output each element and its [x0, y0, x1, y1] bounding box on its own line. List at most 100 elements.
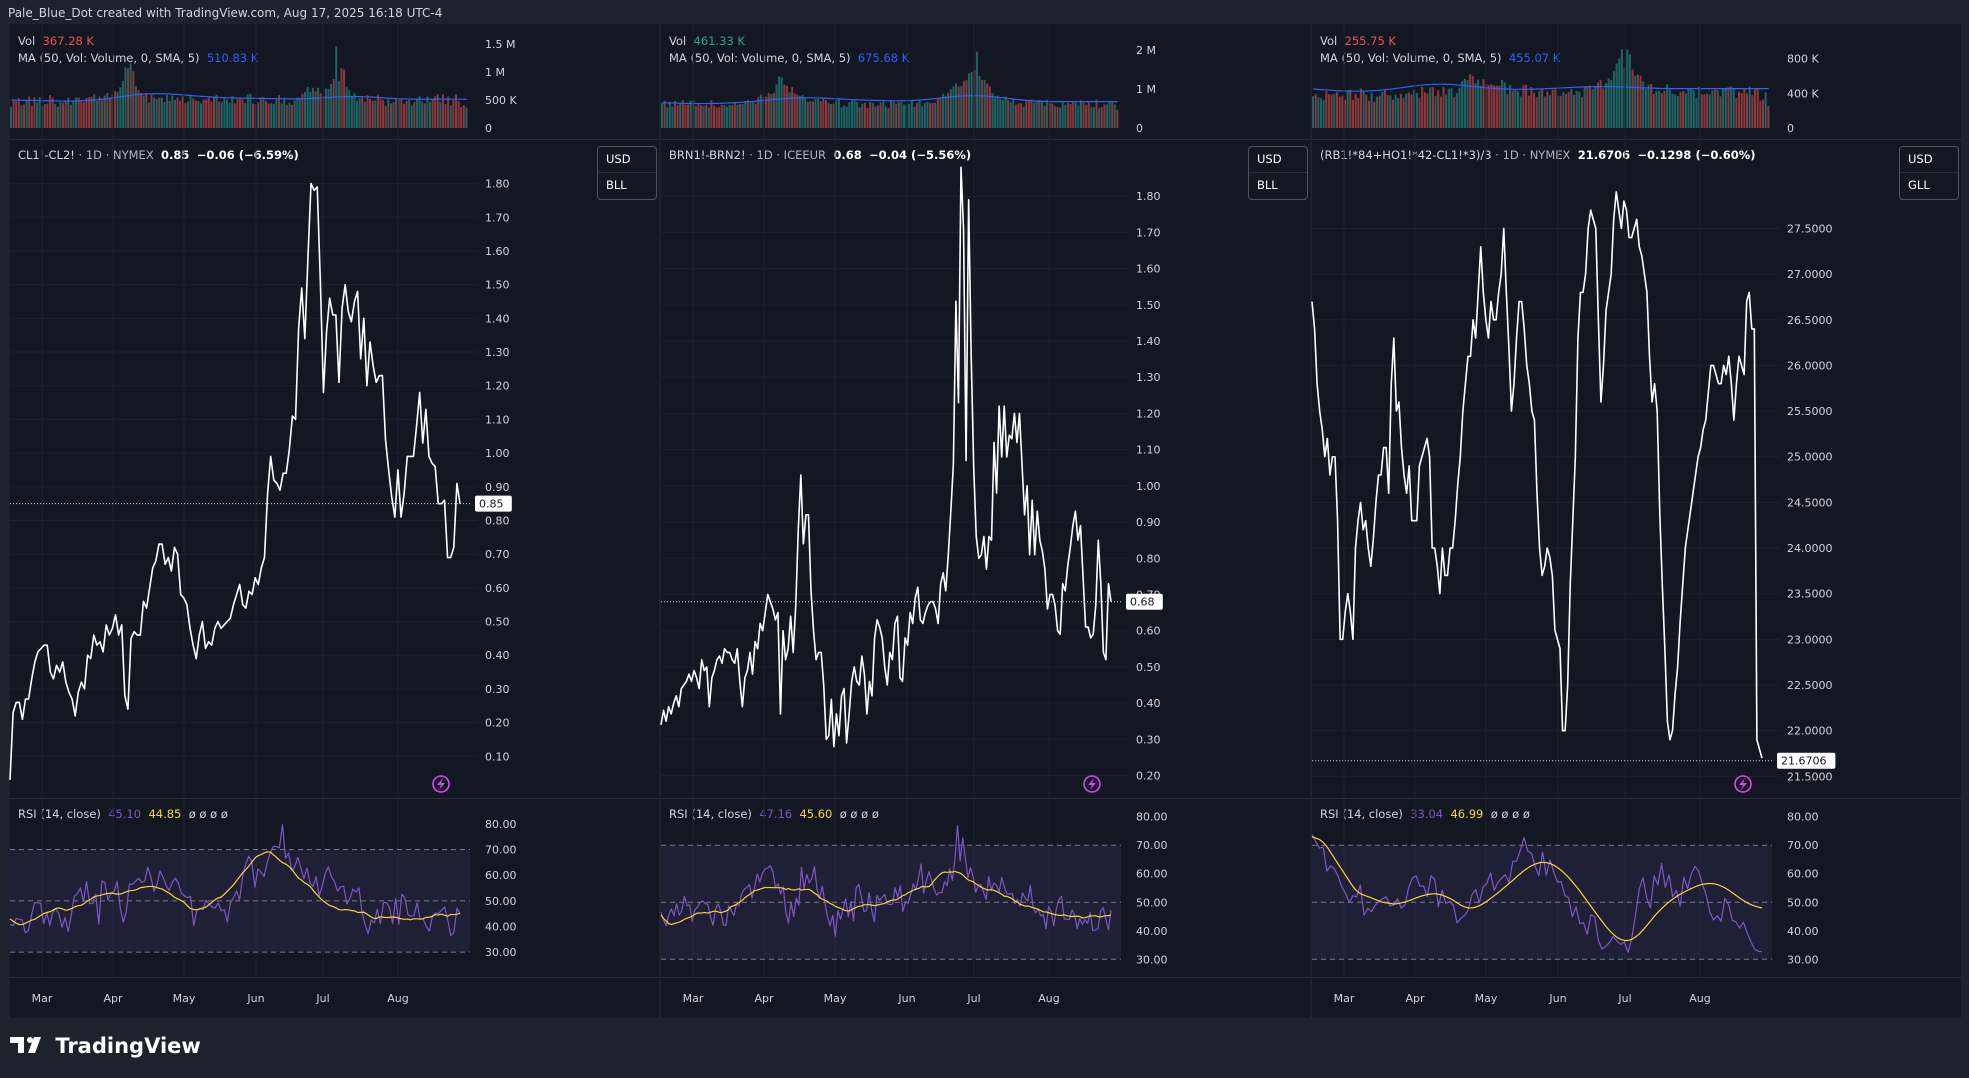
time-axis-tick: Jun [1548, 992, 1566, 1005]
price-change: −0.1298 (−0.60%) [1637, 148, 1756, 162]
rsi-label: RSI (14, close) [669, 807, 752, 821]
rsi-legend: RSI (14, close) 47.16 45.60 ø ø ø ø [669, 807, 879, 821]
time-axis-tick: Mar [683, 992, 704, 1005]
rsi-extra-2: ø [861, 807, 869, 821]
rsi-pane[interactable]: RSI (14, close) 45.10 44.85 ø ø ø ø [10, 799, 659, 977]
volume-ma-label: MA (50, Vol: Volume, 0, SMA, 5) [1320, 51, 1502, 65]
interval-label: 1D [756, 148, 773, 162]
rsi-extra-1: ø [1501, 807, 1509, 821]
rsi-extra-1: ø [199, 807, 207, 821]
symbol-title[interactable]: (RB1!*84+HO1!*42-CL1!*3)/3 [1320, 148, 1492, 162]
tradingview-logo-icon [10, 1035, 48, 1060]
time-axis-tick: Jun [246, 992, 264, 1005]
price-pane[interactable]: BRN1!-BRN2! · 1D · ICEEUR 0.68 −0.04 (−5… [661, 140, 1310, 798]
chart-panel-brent-spread[interactable]: Vol 461.33 K MA (50, Vol: Volume, 0, SMA… [660, 24, 1310, 1018]
exchange-label: NYMEX [113, 148, 154, 162]
rsi-extra-3: ø [871, 807, 879, 821]
volume-ma-value: 675.68 K [857, 51, 910, 65]
volume-value: 461.33 K [693, 34, 745, 48]
currency-unit[interactable]: USD [606, 152, 631, 166]
rsi-value: 45.10 [108, 807, 142, 821]
rsi-label: RSI (14, close) [18, 807, 101, 821]
volume-pane[interactable]: Vol 255.75 K MA (50, Vol: Volume, 0, SMA… [1312, 24, 1961, 139]
volume-pane[interactable]: Vol 367.28 K MA (50, Vol: Volume, 0, SMA… [10, 24, 659, 139]
volume-ma-legend: MA (50, Vol: Volume, 0, SMA, 5) 675.68 K [669, 51, 909, 65]
chart-panel-crack-spread[interactable]: Vol 255.75 K MA (50, Vol: Volume, 0, SMA… [1311, 24, 1961, 1018]
volume-label: Vol [18, 34, 36, 48]
tradingview-wordmark: TradingView [55, 1034, 201, 1058]
time-axis-tick: Aug [387, 992, 408, 1005]
rsi-ma-value: 44.85 [148, 807, 182, 821]
last-price: 21.6706 [1577, 148, 1631, 162]
tradingview-brand[interactable]: TradingView [10, 1034, 201, 1060]
price-pane[interactable]: CL1!-CL2! · 1D · NYMEX 0.85 −0.06 (−6.59… [10, 140, 659, 798]
volume-legend: Vol 255.75 K [1320, 34, 1396, 48]
interval-label: 1D [85, 148, 103, 162]
time-axis-tick: Apr [103, 992, 123, 1005]
time-axis-tick: Aug [1689, 992, 1710, 1005]
price-pane[interactable]: (RB1!*84+HO1!*42-CL1!*3)/3 · 1D · NYMEX … [1312, 140, 1961, 798]
measure-unit[interactable]: BLL [598, 172, 656, 198]
volume-legend: Vol 461.33 K [669, 34, 745, 48]
symbol-title[interactable]: CL1!-CL2! [18, 148, 75, 162]
measure-unit[interactable]: GLL [1900, 172, 1958, 198]
volume-ma-legend: MA (50, Vol: Volume, 0, SMA, 5) 510.83 K [18, 51, 258, 65]
interval-label: 1D [1502, 148, 1519, 162]
last-price: 0.68 [833, 148, 862, 162]
rsi-label: RSI (14, close) [1320, 807, 1403, 821]
rsi-extra-3: ø [220, 807, 228, 821]
rsi-extra-2: ø [1512, 807, 1520, 821]
rsi-extra-1: ø [850, 807, 858, 821]
time-axis-tick: May [1475, 992, 1498, 1005]
unit-selector[interactable]: USD BLL [597, 146, 657, 200]
volume-value: 255.75 K [1344, 34, 1396, 48]
time-axis-tick: Mar [32, 992, 53, 1005]
volume-ma-value: 510.83 K [206, 51, 259, 65]
rsi-extra-2: ø [210, 807, 218, 821]
rsi-extra-0: ø [188, 807, 196, 821]
chart-snapshot-caption: Pale_Blue_Dot created with TradingView.c… [8, 6, 443, 20]
volume-label: Vol [1320, 34, 1338, 48]
exchange-label: ICEEUR [783, 148, 827, 162]
rsi-extra-0: ø [1490, 807, 1498, 821]
volume-ma-legend: MA (50, Vol: Volume, 0, SMA, 5) 455.07 K [1320, 51, 1560, 65]
rsi-ma-value: 45.60 [799, 807, 833, 821]
time-axis-tick: Jul [1617, 992, 1631, 1005]
volume-pane[interactable]: Vol 461.33 K MA (50, Vol: Volume, 0, SMA… [661, 24, 1310, 139]
time-axis-tick: Jun [897, 992, 915, 1005]
rsi-legend: RSI (14, close) 33.04 46.99 ø ø ø ø [1320, 807, 1530, 821]
rsi-pane[interactable]: RSI (14, close) 47.16 45.60 ø ø ø ø [661, 799, 1310, 977]
rsi-value: 47.16 [759, 807, 793, 821]
unit-selector[interactable]: USD GLL [1899, 146, 1959, 200]
measure-unit[interactable]: BLL [1249, 172, 1307, 198]
price-change: −0.04 (−5.56%) [869, 148, 972, 162]
time-axis-tick: Jul [966, 992, 980, 1005]
rsi-extra-0: ø [839, 807, 847, 821]
volume-legend: Vol 367.28 K [18, 34, 94, 48]
currency-unit[interactable]: USD [1908, 152, 1933, 166]
volume-ma-value: 455.07 K [1508, 51, 1561, 65]
time-axis-tick: Aug [1038, 992, 1059, 1005]
currency-unit[interactable]: USD [1257, 152, 1282, 166]
symbol-legend: (RB1!*84+HO1!*42-CL1!*3)/3 · 1D · NYMEX … [1320, 148, 1756, 162]
symbol-legend: CL1!-CL2! · 1D · NYMEX 0.85 −0.06 (−6.59… [18, 148, 299, 162]
chart-panel-cl-spread[interactable]: Vol 367.28 K MA (50, Vol: Volume, 0, SMA… [9, 24, 659, 1018]
time-axis-tick: May [173, 992, 196, 1005]
time-axis-tick: Jul [315, 992, 329, 1005]
time-axis-tick: May [824, 992, 847, 1005]
unit-selector[interactable]: USD BLL [1248, 146, 1308, 200]
last-price: 0.85 [161, 148, 190, 162]
symbol-legend: BRN1!-BRN2! · 1D · ICEEUR 0.68 −0.04 (−5… [669, 148, 972, 162]
time-axis-tick: Apr [754, 992, 774, 1005]
rsi-ma-value: 46.99 [1450, 807, 1484, 821]
symbol-title[interactable]: BRN1!-BRN2! [669, 148, 746, 162]
time-axis-tick: Apr [1405, 992, 1425, 1005]
volume-label: Vol [669, 34, 687, 48]
time-axis-tick: Mar [1334, 992, 1355, 1005]
volume-value: 367.28 K [42, 34, 94, 48]
rsi-legend: RSI (14, close) 45.10 44.85 ø ø ø ø [18, 807, 228, 821]
price-change: −0.06 (−6.59%) [196, 148, 299, 162]
exchange-label: NYMEX [1529, 148, 1571, 162]
rsi-value: 33.04 [1410, 807, 1444, 821]
rsi-pane[interactable]: RSI (14, close) 33.04 46.99 ø ø ø ø [1312, 799, 1961, 977]
